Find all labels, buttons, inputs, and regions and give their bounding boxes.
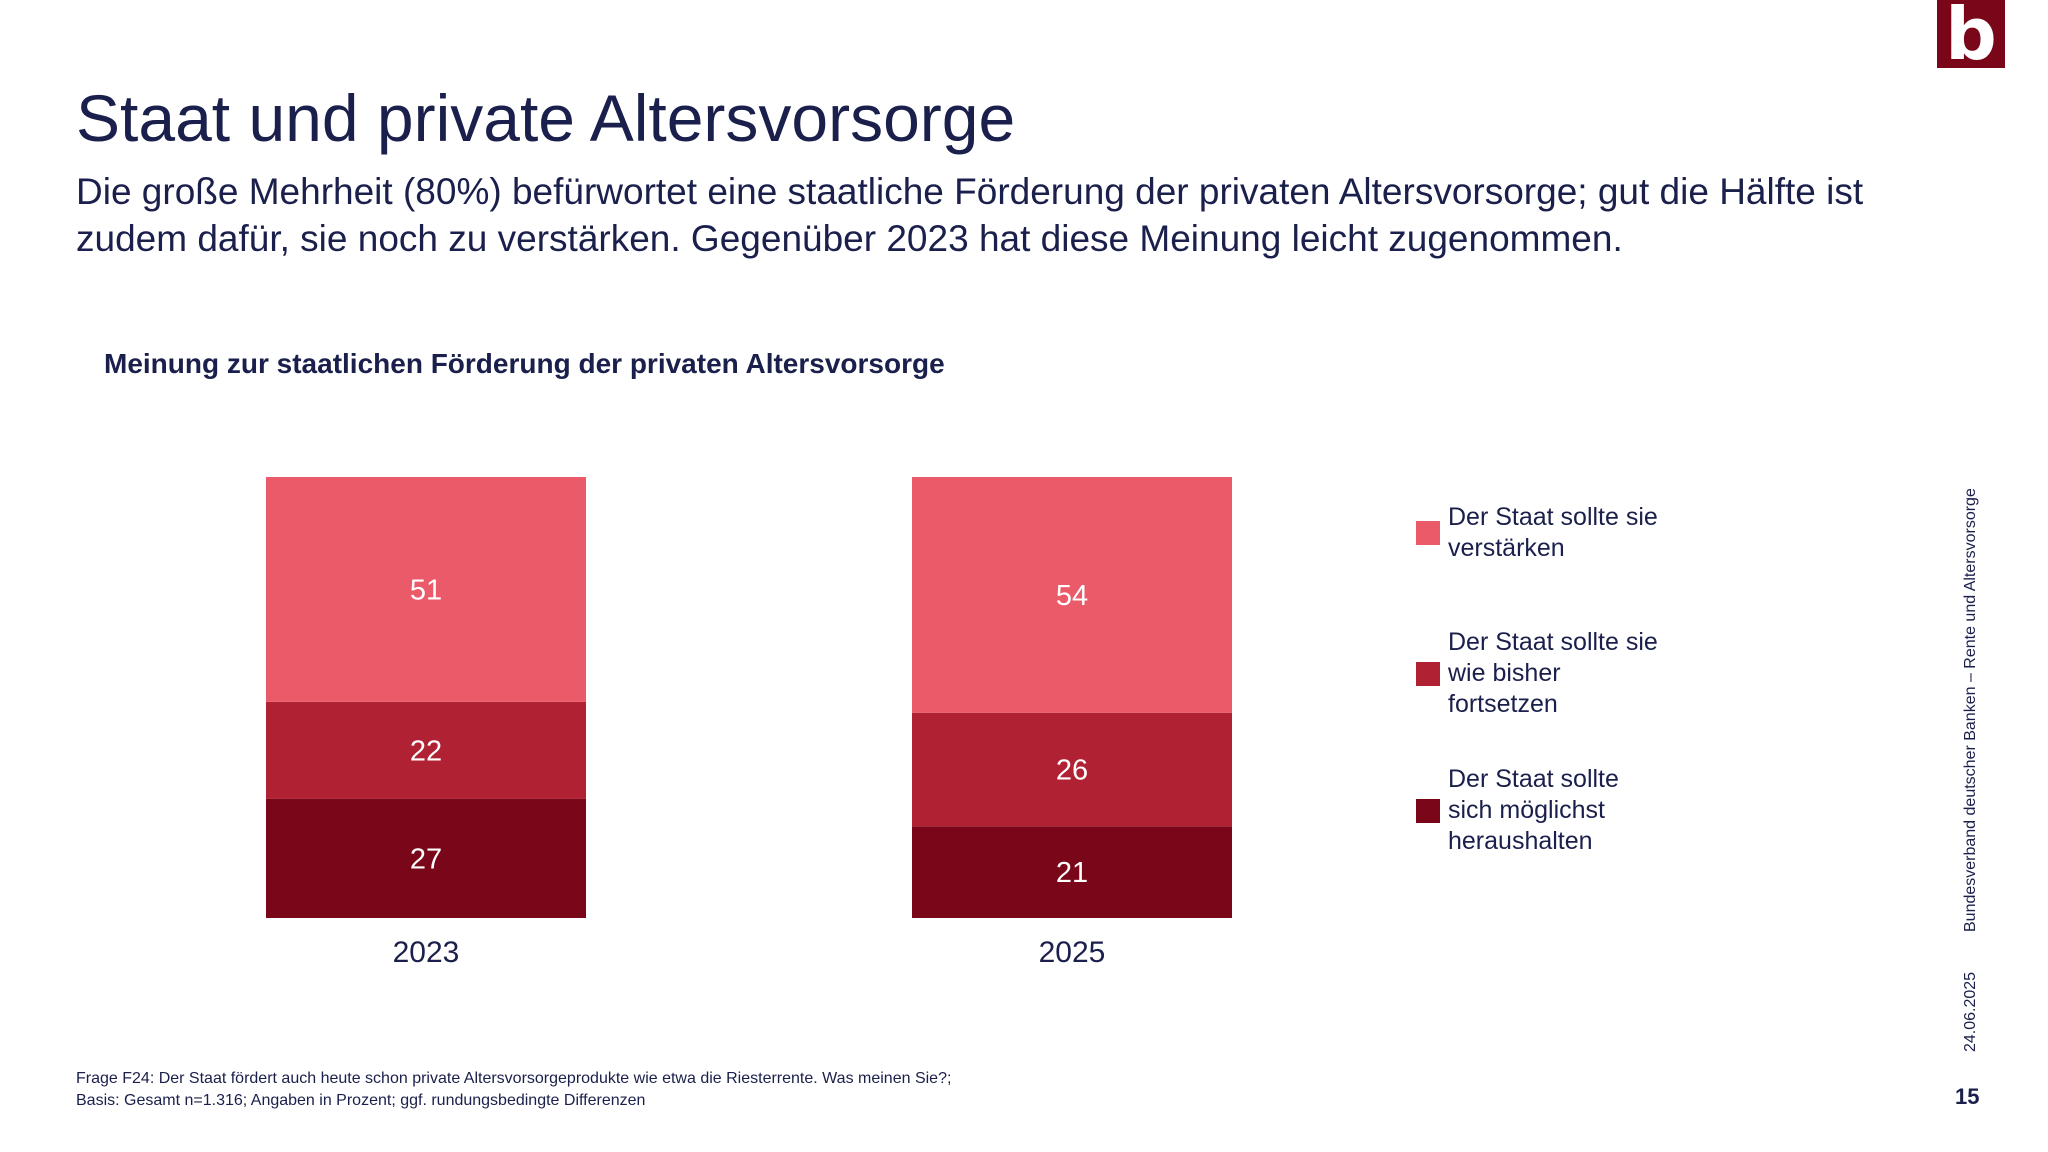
legend-item-heraushalten: Der Staat sollte sich möglichst herausha… bbox=[1416, 764, 1668, 857]
category-label-2025: 2025 bbox=[1039, 936, 1106, 969]
sidebar-source: Bundesverband deutscher Banken – Rente u… bbox=[1962, 488, 1979, 932]
legend-swatch-heraushalten bbox=[1416, 798, 1440, 823]
legend-item-fortsetzen: Der Staat sollte sie wie bisher fortsetz… bbox=[1416, 627, 1668, 720]
legend-label-fortsetzen: Der Staat sollte sie wie bisher fortsetz… bbox=[1448, 628, 1658, 718]
footnote: Frage F24: Der Staat fördert auch heute … bbox=[76, 1068, 951, 1112]
bar-segment-2023-2 bbox=[266, 798, 586, 918]
logo-letter: b bbox=[1945, 0, 1997, 76]
bar-segment-2023-0 bbox=[266, 477, 586, 702]
footnote-basis: Basis: Gesamt n=1.316; Angaben in Prozen… bbox=[76, 1092, 646, 1109]
data-label-2023-2: 27 bbox=[410, 843, 442, 875]
legend-swatch-verstaerken bbox=[1416, 521, 1440, 545]
data-label-2025-1: 26 bbox=[1056, 755, 1088, 787]
legend-label-verstaerken: Der Staat sollte sie verstärken bbox=[1448, 503, 1658, 562]
page-subtitle: Die große Mehrheit (80%) befürwortet ein… bbox=[76, 171, 1864, 259]
bar-segment-2025-2 bbox=[912, 826, 1232, 918]
footnote-question: Frage F24: Der Staat fördert auch heute … bbox=[76, 1070, 952, 1087]
legend-item-verstaerken: Der Staat sollte sie verstärken bbox=[1416, 502, 1668, 564]
page-title: Staat und private Altersvorsorge bbox=[76, 81, 1016, 155]
sidebar-date: 24.06.2025 bbox=[1962, 971, 1979, 1052]
bar-segment-2025-0 bbox=[912, 477, 1232, 713]
sidebar-vertical-text: 24.06.2025 Bundesverband deutscher Banke… bbox=[1962, 488, 1980, 1052]
data-label-2023-1: 22 bbox=[410, 735, 442, 767]
page-number: 15 bbox=[1955, 1084, 1980, 1109]
bar-segment-2023-1 bbox=[266, 701, 586, 799]
data-label-2023-0: 51 bbox=[410, 574, 442, 606]
bankenverband-logo: b bbox=[1937, 0, 2005, 76]
data-label-2025-2: 21 bbox=[1056, 857, 1088, 889]
category-label-2023: 2023 bbox=[393, 936, 460, 969]
chart-title: Meinung zur staatlichen Förderung der pr… bbox=[104, 348, 945, 379]
legend-label-heraushalten: Der Staat sollte sich möglichst herausha… bbox=[1448, 765, 1619, 855]
legend-swatch-fortsetzen bbox=[1416, 661, 1440, 686]
data-label-2025-0: 54 bbox=[1056, 580, 1088, 612]
bar-segment-2025-1 bbox=[912, 712, 1232, 827]
